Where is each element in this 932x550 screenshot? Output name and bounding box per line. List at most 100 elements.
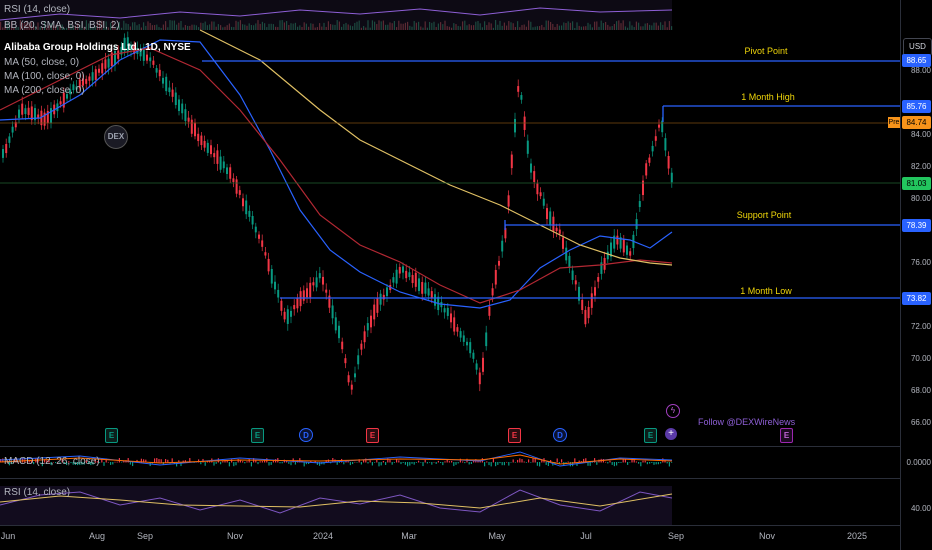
candle-body <box>610 242 612 257</box>
top-pane-bar <box>303 22 305 30</box>
top-pane-bar <box>433 21 435 30</box>
top-pane-bar <box>110 22 112 30</box>
candle-body <box>587 306 590 319</box>
candle-body <box>667 155 670 169</box>
candle-body <box>72 84 75 91</box>
top-pane-bar <box>622 20 624 30</box>
macd-hist-bar <box>215 462 217 464</box>
candle-body <box>347 375 350 383</box>
macd-hist-bar <box>0 459 2 463</box>
top-pane-bar <box>167 27 169 30</box>
symbol-title[interactable]: Alibaba Group Holdings Ltd., 1D, NYSE <box>4 42 191 53</box>
macd-hist-bar <box>435 462 437 464</box>
top-pane-bar <box>380 21 382 30</box>
macd-hist-bar <box>154 458 156 463</box>
macd-hist-bar <box>358 459 360 463</box>
candle-body <box>251 215 254 225</box>
top-pane-bar <box>635 21 637 30</box>
top-pane-bar <box>393 21 395 30</box>
macd-hist-bar <box>39 462 41 463</box>
rsi-bottom-band <box>0 486 672 526</box>
macd-hist-bar <box>272 460 274 463</box>
top-pane-bar <box>455 24 457 30</box>
macd-hist-bar <box>620 462 622 463</box>
add-event-icon[interactable]: + <box>665 428 677 440</box>
earnings-event-icon[interactable]: E <box>644 428 657 443</box>
macd-hist-bar <box>336 462 338 465</box>
macd-hist-bar <box>198 459 200 463</box>
dividend-event-icon[interactable]: D <box>299 428 313 442</box>
lightning-icon[interactable]: ϟ <box>666 404 680 418</box>
top-pane-bar <box>231 26 233 30</box>
premarket-price-badge: 84.74 <box>902 116 931 129</box>
macd-hist-bar <box>574 458 576 463</box>
candle-body <box>309 282 312 298</box>
macd-hist-bar <box>325 460 327 463</box>
top-pane-bar <box>268 23 270 30</box>
top-pane-bar <box>299 25 301 30</box>
macd-hist-bar <box>290 462 292 466</box>
macd-hist-bar <box>664 459 666 463</box>
macd-hist-bar <box>479 460 481 463</box>
candle-body <box>315 277 318 288</box>
candle-body <box>274 281 276 290</box>
candle-body <box>379 293 382 305</box>
top-pane-bar <box>70 25 72 30</box>
earnings-event-icon[interactable]: E <box>366 428 379 443</box>
candle-body <box>139 48 142 57</box>
top-pane-bar <box>371 20 373 30</box>
macd-hist-bar <box>451 460 453 463</box>
price-axis[interactable]: USD 88.00 84.00 82.00 80.00 76.00 72.00 … <box>900 0 932 550</box>
earnings-event-icon[interactable]: E <box>105 428 118 443</box>
top-pane-bar <box>211 21 213 30</box>
macd-hist-bar <box>459 458 461 463</box>
candle-body <box>386 287 388 297</box>
top-pane-bar <box>132 22 134 30</box>
macd-hist-bar <box>369 460 371 463</box>
candle-body <box>318 273 321 279</box>
macd-hist-bar <box>411 462 413 464</box>
macd-hist-bar <box>437 460 439 463</box>
macd-hist-bar <box>387 458 389 463</box>
top-pane-bar <box>479 23 481 30</box>
ma200-line <box>199 29 673 266</box>
top-pane-bar <box>561 25 563 30</box>
top-pane-bar <box>59 26 61 30</box>
candle-body <box>411 275 414 284</box>
top-pane-bar <box>598 26 600 30</box>
pivot-price-badge: 88.65 <box>902 54 931 67</box>
candle-body <box>578 286 580 301</box>
macd-hist-bar <box>202 458 204 463</box>
earnings-event-icon[interactable]: E <box>251 428 264 443</box>
macd-hist-bar <box>303 462 305 467</box>
top-pane-bar <box>484 21 486 30</box>
macd-hist-bar <box>180 462 182 467</box>
candle-body <box>24 108 27 114</box>
top-pane-bar <box>492 27 494 30</box>
price-tick: 72.00 <box>910 322 931 331</box>
candle-body <box>110 52 113 67</box>
price-chart[interactable] <box>0 0 900 550</box>
top-pane-bar <box>448 26 450 30</box>
macd-hist-bar <box>530 462 532 463</box>
top-pane-bar <box>442 24 444 30</box>
candle-body <box>66 94 68 99</box>
candle-body <box>197 133 200 142</box>
candle-body <box>43 112 46 126</box>
top-pane-bar <box>253 25 255 30</box>
macd-hist-bar <box>607 462 609 464</box>
macd-hist-bar <box>110 462 112 465</box>
top-pane-bar <box>459 26 461 30</box>
macd-hist-bar <box>477 460 479 463</box>
top-pane-bar <box>567 21 569 30</box>
chart-area[interactable]: RSI (14, close) BB (20, SMA, BSI, BSI, 2… <box>0 0 900 550</box>
dividend-event-icon[interactable]: D <box>553 428 567 442</box>
earnings-event-icon[interactable]: E <box>508 428 521 443</box>
macd-hist-bar <box>74 462 76 465</box>
candle-body <box>162 77 164 84</box>
future-earnings-icon[interactable]: E <box>780 428 793 443</box>
top-pane-bar <box>418 21 420 30</box>
macd-hist-bar <box>61 458 63 463</box>
macd-hist-bar <box>550 460 552 463</box>
candle-body <box>107 58 110 68</box>
